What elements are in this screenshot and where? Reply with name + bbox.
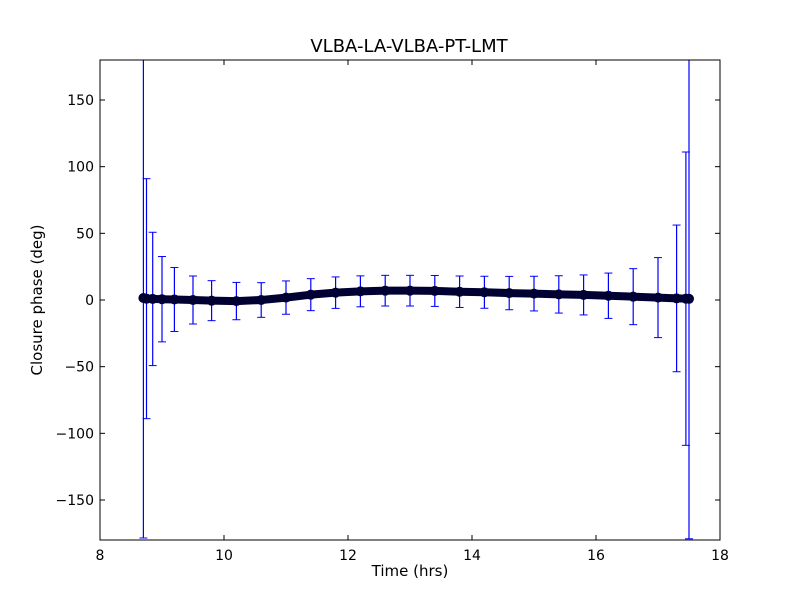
y-axis-label: Closure phase (deg) <box>28 225 46 376</box>
data-point <box>355 286 366 297</box>
y-tick-label: 100 <box>67 160 94 176</box>
data-point <box>479 287 490 298</box>
data-band <box>139 286 693 306</box>
data-point <box>281 292 291 303</box>
x-tick-label: 12 <box>339 548 357 564</box>
data-point <box>529 288 539 299</box>
data-point <box>671 293 682 304</box>
x-tick-label: 8 <box>96 548 105 564</box>
x-axis-label: Time (hrs) <box>371 562 449 580</box>
data-point <box>147 293 158 304</box>
y-tick-label: −100 <box>56 426 94 442</box>
x-tick-label: 10 <box>215 548 233 564</box>
plot-frame <box>99 59 721 541</box>
plot-layer <box>138 60 694 540</box>
y-tick-label: 150 <box>67 93 94 109</box>
data-point <box>653 292 663 303</box>
data-point <box>628 291 639 302</box>
data-point <box>405 285 415 296</box>
data-point <box>429 285 440 296</box>
ticks-layer: 8 10 12 14 16 18 −150 −100 −50 0 50 100 150 <box>56 60 729 564</box>
data-point <box>231 296 242 307</box>
data-point <box>188 295 198 305</box>
x-tick-label: 14 <box>463 548 481 564</box>
data-point <box>305 289 316 300</box>
x-tick-label: 18 <box>711 548 729 564</box>
y-tick-label: −150 <box>56 493 94 509</box>
data-point <box>553 289 564 300</box>
data-point <box>256 295 267 305</box>
data-point <box>206 295 217 306</box>
data-point <box>380 285 391 296</box>
data-point <box>454 286 465 297</box>
y-tick-label: 50 <box>76 226 94 242</box>
chart-title: VLBA-LA-VLBA-PT-LMT <box>310 36 508 57</box>
data-point <box>504 288 515 299</box>
y-tick-label: −50 <box>64 360 94 376</box>
data-point <box>684 293 694 304</box>
data-point <box>330 287 341 298</box>
data-point <box>603 290 614 301</box>
data-point <box>169 294 180 305</box>
y-tick-label: 0 <box>85 293 94 309</box>
data-point <box>157 294 167 305</box>
x-tick-label: 16 <box>587 548 605 564</box>
data-point <box>578 289 589 300</box>
